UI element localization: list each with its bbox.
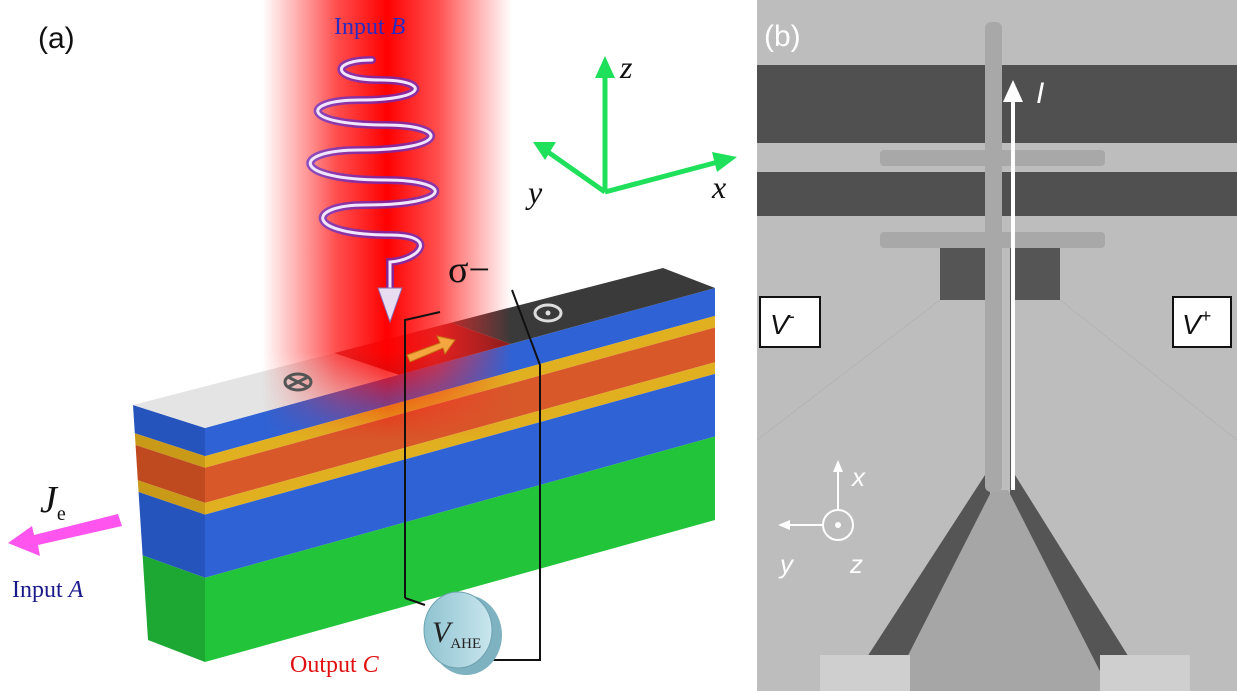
y-arrowhead	[778, 520, 790, 530]
current-arrow	[8, 514, 122, 556]
input-a-label: Input A	[12, 577, 84, 603]
hall-arm	[880, 232, 1105, 248]
layer-end	[133, 405, 205, 457]
contact	[1100, 655, 1190, 691]
z-circle	[822, 509, 854, 541]
polarization-label: σ−	[448, 249, 490, 291]
magnetization-arrow	[406, 335, 456, 363]
layer-front	[205, 436, 715, 662]
wire-left	[404, 311, 441, 598]
axes-b	[778, 460, 854, 541]
voltmeter-label: VAHE	[432, 616, 481, 652]
subscript: AHE	[450, 636, 481, 652]
top-face-dark	[451, 268, 715, 344]
label-symbol: B	[391, 14, 406, 40]
laser-beam	[262, 0, 512, 440]
z-arrowhead	[595, 56, 615, 78]
z-dot	[835, 522, 841, 528]
pad-left	[757, 246, 940, 440]
axis-label-z: z	[849, 549, 863, 579]
superscript: +	[1201, 306, 1212, 326]
v-minus-box	[759, 296, 821, 348]
layer-front	[205, 373, 715, 578]
label-text: Output	[290, 652, 357, 678]
current-label: I	[1036, 77, 1044, 110]
v-plus-box	[1172, 296, 1232, 348]
subscript: e	[57, 503, 66, 525]
v-plus-label: V+	[1182, 306, 1211, 340]
hall-arm	[880, 150, 1105, 166]
out-of-page-dot	[545, 310, 551, 316]
layer-end	[142, 555, 205, 662]
current-label: Je	[40, 479, 66, 525]
funnel	[890, 490, 1110, 691]
symbol: V	[1182, 309, 1203, 340]
axis-label-x: x	[711, 169, 726, 205]
layer-end	[135, 444, 205, 503]
input-b-label: Input B	[334, 14, 406, 40]
contact	[820, 655, 910, 691]
wire-left-end	[404, 597, 426, 606]
y-arrowhead	[533, 142, 556, 160]
label-text: Input	[334, 14, 385, 40]
superscript: -	[789, 306, 795, 326]
x-axis	[604, 159, 719, 195]
hall-bar	[985, 22, 1002, 492]
axis-label-z: z	[619, 49, 633, 85]
panel-label: (a)	[38, 22, 75, 55]
symbol: V	[432, 616, 454, 649]
helix-arrowhead	[377, 287, 403, 324]
axis-label-y: y	[525, 174, 543, 210]
panel-label: (b)	[764, 20, 801, 53]
wire-right	[490, 289, 541, 661]
label-text: Input	[12, 577, 63, 603]
micrograph	[757, 0, 1237, 691]
layer-end	[134, 433, 205, 468]
v-minus-label: V-	[770, 306, 795, 340]
x-arrowhead	[833, 460, 843, 472]
layer-end	[137, 480, 205, 515]
into-page-symbol	[283, 372, 313, 392]
symbol: J	[40, 479, 59, 521]
symbol: V	[770, 309, 791, 340]
axis-label-y: y	[778, 549, 795, 579]
output-c-label: Output C	[290, 652, 380, 678]
out-of-page-symbol	[533, 303, 563, 323]
layer-end	[138, 491, 205, 578]
helix	[309, 58, 437, 292]
axis-label-x: x	[850, 462, 866, 492]
axes-a	[533, 56, 737, 195]
into-page-cross	[287, 375, 309, 389]
current-arrowhead	[1003, 80, 1023, 102]
y-axis	[546, 149, 607, 195]
pad-right	[1060, 246, 1237, 440]
label-symbol: A	[67, 577, 84, 603]
x-arrowhead	[712, 152, 737, 172]
label-symbol: C	[363, 652, 380, 678]
voltmeter	[423, 591, 493, 669]
